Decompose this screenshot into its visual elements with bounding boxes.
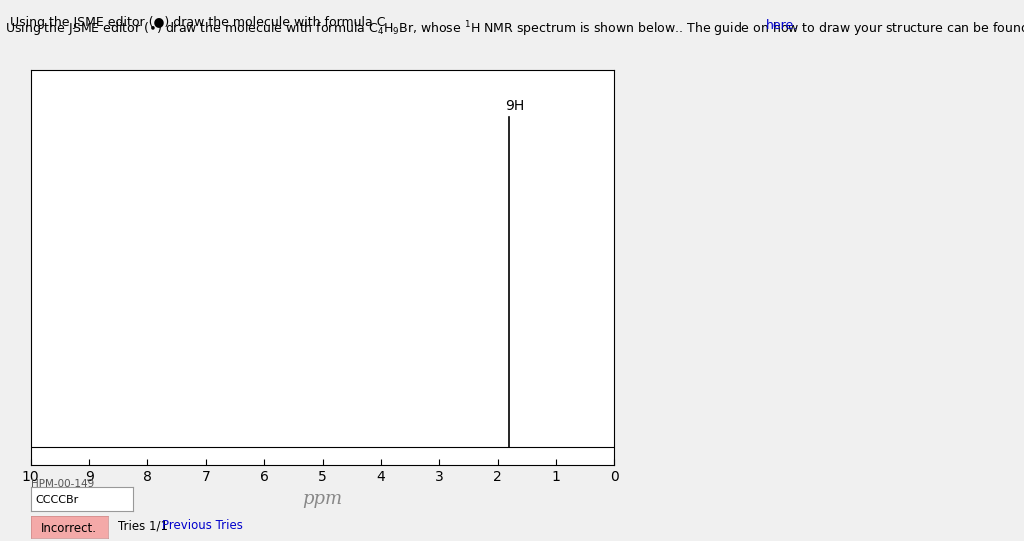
Text: CCCCBr: CCCCBr	[36, 496, 79, 505]
X-axis label: ppm: ppm	[302, 490, 343, 507]
Text: Previous Tries: Previous Tries	[162, 519, 243, 532]
Text: Using the JSME editor ($\bullet$) draw the molecule with formula C$_4$H$_9$Br, w: Using the JSME editor ($\bullet$) draw t…	[5, 19, 1024, 38]
Text: Using the JSME editor (●) draw the molecule with formula C: Using the JSME editor (●) draw the molec…	[10, 16, 386, 29]
Text: HPM-00-149: HPM-00-149	[31, 479, 94, 489]
Text: Incorrect.: Incorrect.	[41, 522, 97, 535]
Text: Tries 1/1: Tries 1/1	[118, 519, 171, 532]
Text: here.: here.	[766, 19, 798, 32]
Text: 9H: 9H	[505, 100, 524, 114]
